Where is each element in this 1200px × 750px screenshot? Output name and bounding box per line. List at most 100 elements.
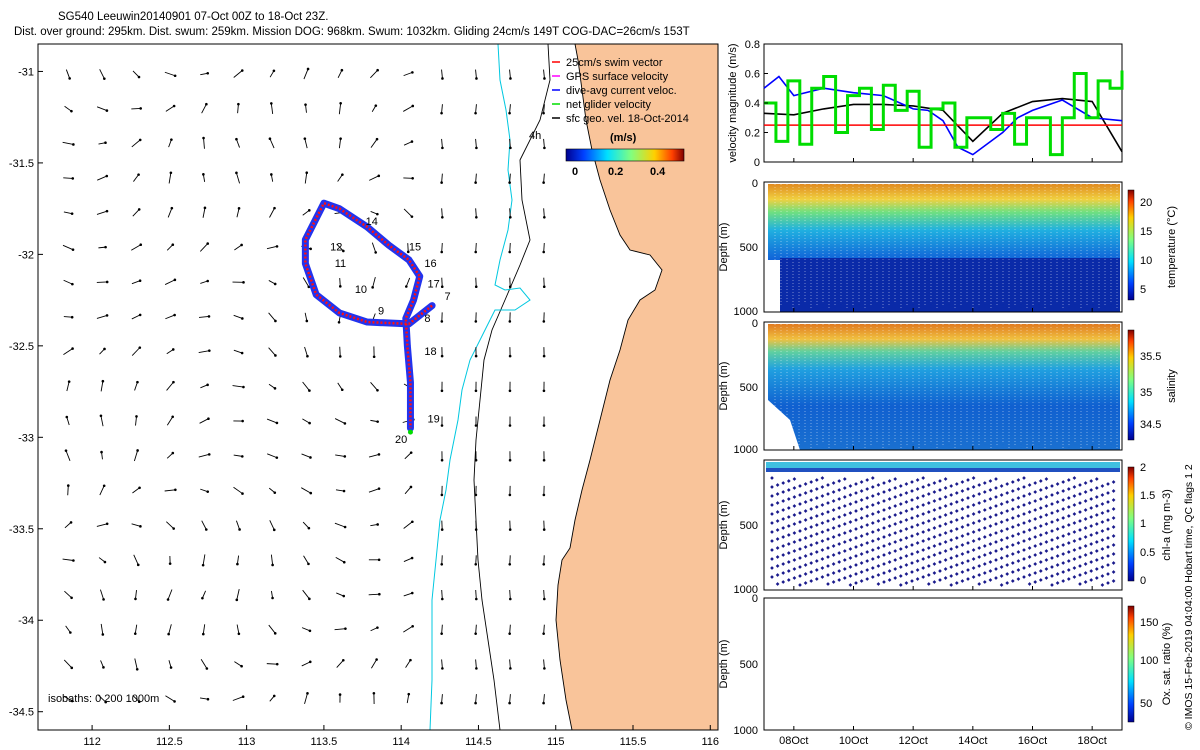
velocity-series-line (764, 70, 1124, 157)
chlorophyll-sample (876, 510, 881, 514)
chlorophyll-sample (837, 542, 842, 546)
day-label: 20 (395, 434, 407, 446)
quiver-arrow (233, 70, 243, 78)
quiver-arrow-head (171, 348, 175, 351)
chlorophyll-sample (876, 519, 881, 523)
quiver-arrow-head (235, 137, 238, 141)
quiver-arrow (404, 452, 412, 460)
quiver-arrow-head (201, 596, 204, 600)
quiver-arrow (166, 416, 174, 426)
chlorophyll-sample (1066, 559, 1071, 563)
quiver-arrow (202, 624, 206, 635)
quiver-arrow-head (342, 594, 346, 598)
salinity-panel: Depth (m) 0 500 1000 34.5 35 35.5 salini… (718, 318, 1178, 456)
chlorophyll-sample (1106, 527, 1110, 531)
chlorophyll-sample (988, 515, 993, 519)
chlorophyll-sample (820, 575, 825, 579)
quiver-arrow-head (508, 562, 512, 566)
quiver-arrow-head (309, 491, 313, 495)
chlorophyll-sample (977, 537, 982, 541)
chlorophyll-sample (1027, 555, 1032, 559)
chlorophyll-sample (904, 518, 909, 522)
chlorophyll-sample (988, 560, 993, 564)
quiver-arrow (135, 416, 137, 426)
chlorophyll-sample (781, 508, 786, 512)
chlorophyll-surface-band (766, 462, 1120, 468)
chlorophyll-sample (1027, 537, 1032, 541)
quiver-arrow-head (69, 521, 73, 524)
chlorophyll-sample (1111, 561, 1116, 565)
chlorophyll-sample (842, 558, 847, 562)
quiver-arrow-head (304, 103, 307, 106)
quiver-arrow (65, 625, 71, 633)
chlorophyll-sample (1044, 540, 1049, 544)
chlorophyll-sample (949, 538, 954, 542)
chlorophyll-sample (1078, 510, 1082, 514)
quiver-arrow (168, 139, 172, 148)
quiver-arrow (302, 209, 310, 216)
chlorophyll-sample (949, 547, 954, 551)
chlorophyll-sample (1044, 558, 1049, 562)
chlorophyll-sample (921, 575, 926, 579)
chlorophyll-sample (792, 549, 797, 553)
quiver-arrow-head (137, 700, 141, 704)
quiver-arrow (198, 315, 210, 318)
chlorophyll-sample (1072, 548, 1077, 552)
quiver-arrow-head (410, 215, 414, 218)
quiver-arrow-head (138, 138, 142, 142)
chlorophyll-sample (926, 501, 931, 505)
quiver-arrow (133, 174, 139, 182)
quiver-arrow (543, 138, 545, 148)
chlorophyll-sample (988, 542, 993, 546)
chlorophyll-sample (994, 513, 998, 517)
chlorophyll-sample (1066, 550, 1071, 554)
chlorophyll-sample (887, 515, 892, 519)
oxygen-colorbar (1127, 605, 1135, 723)
quiver-arrow-head (441, 667, 444, 670)
quiver-arrow-head (105, 174, 109, 178)
chlorophyll-sample (814, 550, 819, 554)
chlorophyll-sample (781, 562, 786, 566)
quiver-arrow (233, 454, 243, 457)
quiver-arrow-head (206, 71, 210, 75)
legend-entry: 25cm/s swim vector (566, 57, 663, 69)
chlorophyll-sample (966, 559, 970, 563)
chlorophyll-sample (960, 543, 965, 547)
quiver-arrow-head (509, 77, 512, 80)
chlorophyll-sample (971, 476, 976, 480)
chlorophyll-sample (809, 561, 814, 565)
chlorophyll-sample (1038, 515, 1043, 519)
quiver-arrow (62, 558, 74, 561)
chlorophyll-sample (921, 539, 926, 543)
chlorophyll-sample (770, 575, 774, 579)
chlorophyll-sample (966, 541, 970, 545)
chlorophyll-sample (859, 534, 864, 538)
land-mass (556, 44, 718, 730)
chlorophyll-sample (898, 529, 903, 533)
isobath-200m (473, 44, 551, 730)
quiver-arrow-head (307, 526, 311, 530)
quiver-arrow-head (475, 597, 478, 601)
chlorophyll-sample (1055, 563, 1060, 567)
depth-tick: 500 (740, 242, 758, 254)
quiver-arrow (337, 70, 343, 78)
chlorophyll-sample (1027, 564, 1032, 568)
chlorophyll-sample (1016, 550, 1021, 554)
chlorophyll-sample (876, 537, 881, 541)
quiver-arrow (403, 521, 413, 529)
quiver-arrow-head (205, 667, 209, 670)
quiver-arrow (336, 592, 344, 597)
chlorophyll-sample (898, 574, 903, 578)
chlorophyll-sample (786, 533, 791, 537)
chlorophyll-sample (814, 559, 819, 563)
quiver-arrow (543, 694, 545, 704)
chlorophyll-sample (1050, 511, 1054, 515)
quiver-arrow (234, 661, 242, 667)
quiver-arrow-head (340, 388, 344, 392)
quiver-arrow (266, 245, 278, 250)
temperature-cb-label: temperature (°C) (1166, 206, 1178, 288)
quiver-arrow (304, 346, 308, 357)
day-label: 18 (424, 346, 436, 358)
quiver-arrow (475, 624, 477, 634)
chlorophyll-sample (977, 555, 982, 559)
